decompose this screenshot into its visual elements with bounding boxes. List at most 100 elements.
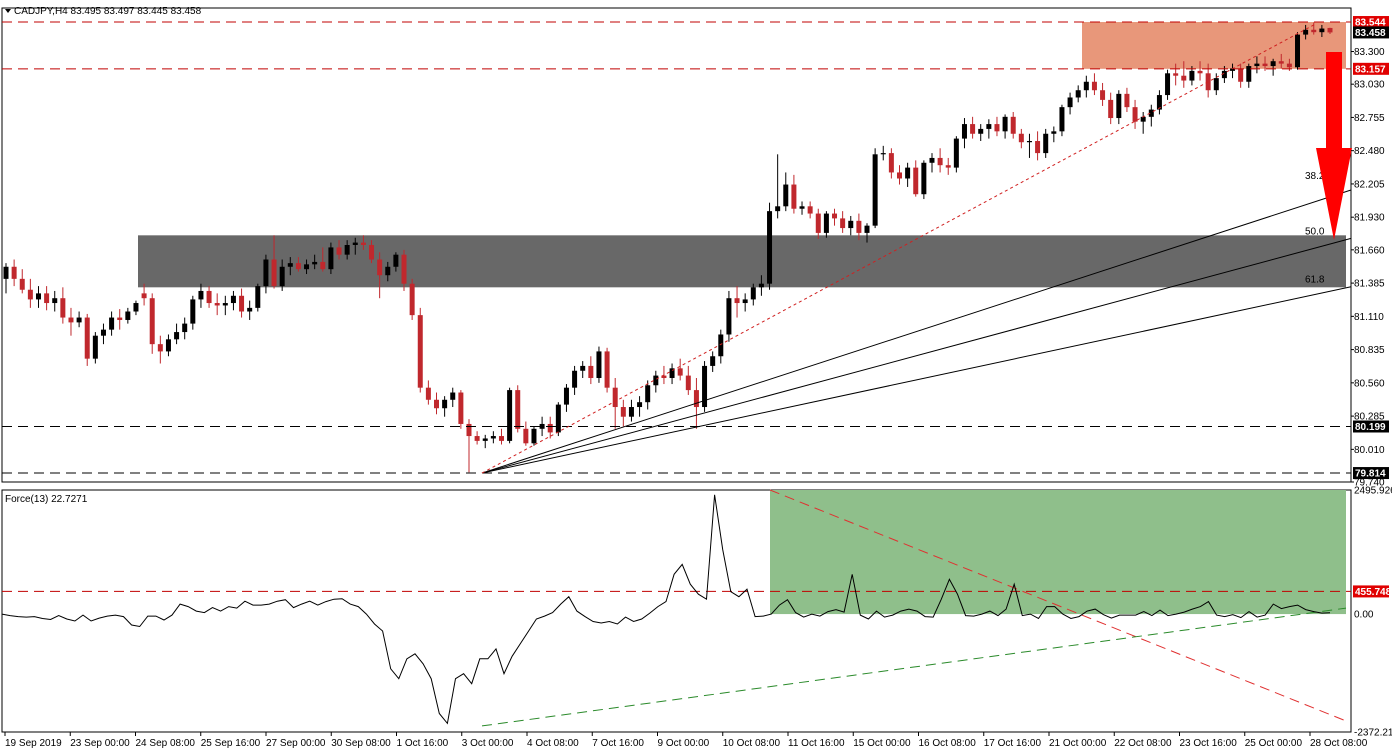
candle-body	[1221, 70, 1227, 79]
candle-body	[742, 299, 748, 304]
candle-body	[937, 157, 943, 166]
candle-body	[409, 283, 415, 316]
price-tag	[1353, 467, 1389, 480]
candle-body	[718, 334, 724, 357]
candle-body	[214, 303, 220, 306]
candle-body	[750, 287, 756, 300]
candle-body	[507, 390, 513, 441]
fib-fan-line	[481, 286, 1352, 474]
y-tick-label: 80.010	[1354, 445, 1385, 456]
candle-body	[19, 278, 25, 290]
candle-body	[1026, 141, 1032, 143]
price-tag-label: 83.157	[1355, 64, 1386, 75]
candle-body	[11, 266, 17, 279]
y-tick-label: 81.110	[1354, 312, 1384, 323]
y-tick-label: 80.835	[1354, 345, 1385, 356]
x-tick-label: 16 Oct 08:00	[919, 738, 977, 749]
price-tag-label: 79.814	[1355, 469, 1386, 480]
candle-body	[1238, 68, 1244, 82]
price-tag	[1353, 62, 1389, 75]
candle-body	[961, 124, 967, 139]
candle-body	[320, 261, 326, 270]
price-title: CADJPY,H4 83.495 83.497 83.445 83.458	[14, 6, 202, 17]
candle-body	[1327, 27, 1333, 33]
candle-body	[1075, 90, 1081, 98]
x-tick-label: 23 Sep 00:00	[70, 738, 130, 749]
x-tick-label: 9 Oct 00:00	[658, 738, 710, 749]
candle-body	[815, 213, 821, 233]
candle-body	[198, 290, 204, 300]
candle-body	[117, 317, 123, 320]
candle-body	[1303, 29, 1309, 35]
candle-body	[182, 323, 188, 333]
candle-body	[1148, 109, 1154, 117]
candle-body	[230, 295, 236, 304]
fib-fan-label: 61.8	[1305, 275, 1325, 286]
candle-body	[1010, 116, 1016, 134]
candle-body	[482, 438, 488, 441]
candle-body	[620, 407, 626, 417]
candle-body	[1140, 116, 1146, 122]
candle-body	[222, 303, 228, 306]
candle-body	[645, 385, 651, 403]
candle-body	[360, 242, 366, 245]
candle-body	[498, 436, 504, 441]
candle-body	[1051, 131, 1057, 134]
fib-fan-label: 50.0	[1305, 226, 1325, 237]
candle-body	[823, 213, 829, 233]
candle-body	[1083, 81, 1089, 91]
candle-body	[490, 436, 496, 439]
candle-body	[563, 387, 569, 405]
candle-body	[425, 387, 431, 400]
candle-body	[677, 368, 683, 376]
x-tick-label: 10 Oct 08:00	[723, 738, 781, 749]
candle-body	[1116, 93, 1122, 119]
candle-body	[685, 375, 691, 391]
candle-body	[35, 293, 41, 300]
candle-body	[157, 344, 163, 352]
candle-body	[921, 162, 927, 195]
candle-body	[271, 259, 277, 287]
candle-body	[1132, 107, 1138, 122]
resistance-zone	[1082, 22, 1346, 69]
x-tick-label: 21 Oct 00:00	[1049, 738, 1107, 749]
fib-fan-line	[481, 189, 1352, 474]
y-tick-label: 80.560	[1354, 378, 1385, 389]
candle-body	[304, 264, 310, 270]
candle-body	[1262, 63, 1268, 67]
candle-body	[52, 298, 58, 304]
price-tag	[1353, 420, 1389, 433]
candle-body	[109, 317, 115, 330]
y-tick-label: 83.030	[1354, 80, 1385, 91]
candle-body	[588, 365, 594, 379]
candle-body	[929, 157, 935, 163]
price-tag	[1353, 16, 1389, 29]
candle-body	[637, 402, 643, 408]
candle-body	[174, 332, 180, 340]
force-title: Force(13) 22.7271	[5, 494, 88, 505]
candle-body	[1254, 63, 1260, 67]
candle-body	[1197, 70, 1203, 74]
candle-body	[1059, 107, 1065, 132]
candle-body	[295, 263, 301, 270]
candle-body	[68, 317, 74, 323]
candle-body	[1067, 97, 1073, 108]
dropdown-triangle-icon	[5, 9, 11, 13]
candle-body	[1270, 61, 1276, 67]
candle-body	[255, 286, 261, 308]
candle-body	[1230, 68, 1236, 71]
down-arrow-icon	[1316, 52, 1352, 240]
candle-body	[1018, 133, 1024, 143]
candle-body	[1181, 75, 1187, 81]
candle-body	[1286, 63, 1292, 68]
candle-body	[888, 153, 894, 173]
candle-body	[1002, 116, 1008, 132]
candle-body	[572, 370, 578, 388]
y-tick-label: 79.740	[1354, 478, 1385, 489]
candle-body	[328, 247, 334, 270]
candle-body	[377, 259, 383, 276]
candle-body	[369, 245, 375, 260]
candle-body	[734, 298, 740, 304]
candle-body	[263, 259, 269, 287]
